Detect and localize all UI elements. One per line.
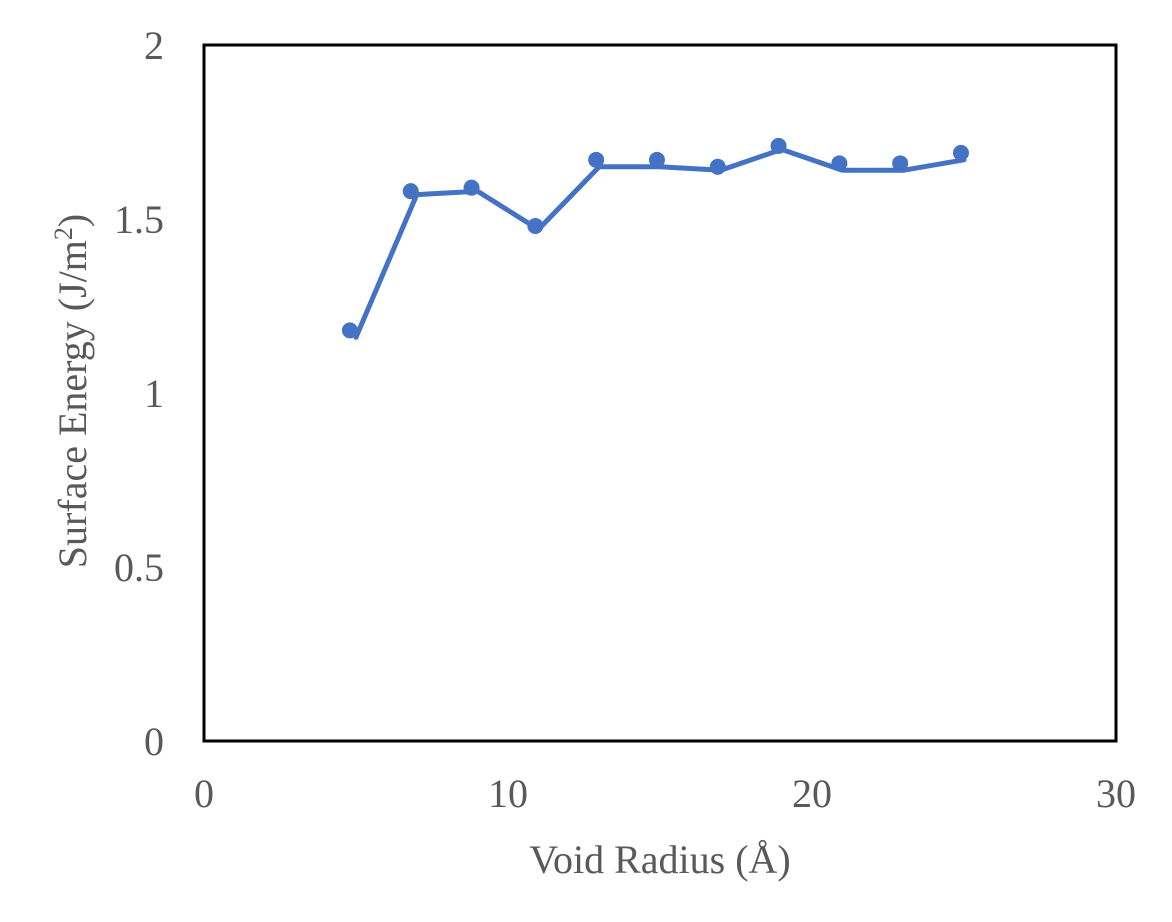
data-point — [831, 155, 848, 172]
data-point — [892, 155, 909, 172]
plot-area-frame — [202, 43, 1118, 743]
data-point — [341, 322, 358, 339]
y-tick-label: 0.5 — [114, 545, 164, 590]
data-point — [648, 151, 665, 168]
y-tick-label: 2 — [144, 23, 164, 68]
x-tick-label: 10 — [488, 771, 528, 816]
data-point — [770, 137, 787, 154]
data-point — [588, 151, 605, 168]
data-point — [463, 179, 480, 196]
x-tick-label: 20 — [792, 771, 832, 816]
data-point — [402, 183, 419, 200]
data-point — [952, 144, 969, 161]
data-point — [709, 158, 726, 175]
series-layer — [341, 137, 969, 340]
y-axis-title-superscript: 2 — [49, 227, 78, 240]
series-line — [353, 146, 967, 340]
y-axis-title-prefix: Surface Energy (J/m — [50, 240, 95, 568]
x-tick-label: 30 — [1096, 771, 1136, 816]
y-tick-label: 0 — [144, 719, 164, 764]
y-tick-label: 1.5 — [114, 197, 164, 242]
y-tick-labels: 0 0.5 1 1.5 2 — [114, 23, 164, 764]
x-tick-labels: 0 10 20 30 — [194, 771, 1136, 816]
y-axis-title: Surface Energy (J/m2) — [49, 214, 95, 568]
x-axis-title: Void Radius (Å) — [529, 837, 790, 882]
x-tick-label: 0 — [194, 771, 214, 816]
data-point — [527, 217, 544, 234]
y-tick-label: 1 — [144, 371, 164, 416]
y-axis-title-suffix: ) — [50, 214, 95, 227]
